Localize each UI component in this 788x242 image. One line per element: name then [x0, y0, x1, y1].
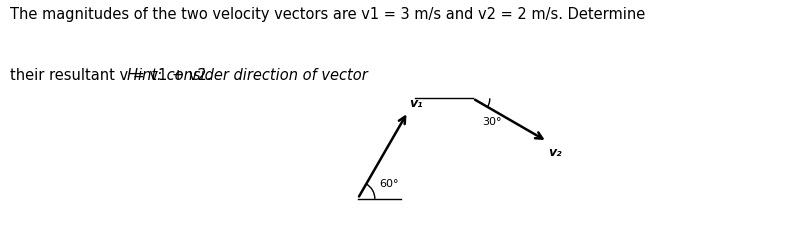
Text: their resultant v = v1 + v2.: their resultant v = v1 + v2.	[10, 68, 217, 83]
Text: The magnitudes of the two velocity vectors are v1 = 3 m/s and v2 = 2 m/s. Determ: The magnitudes of the two velocity vecto…	[10, 7, 645, 22]
Text: Hint: consider direction of vector: Hint: consider direction of vector	[127, 68, 368, 83]
Text: v₁: v₁	[409, 97, 423, 110]
Text: 30°: 30°	[482, 117, 502, 127]
Text: 60°: 60°	[379, 179, 399, 189]
Text: v₂: v₂	[548, 146, 563, 159]
